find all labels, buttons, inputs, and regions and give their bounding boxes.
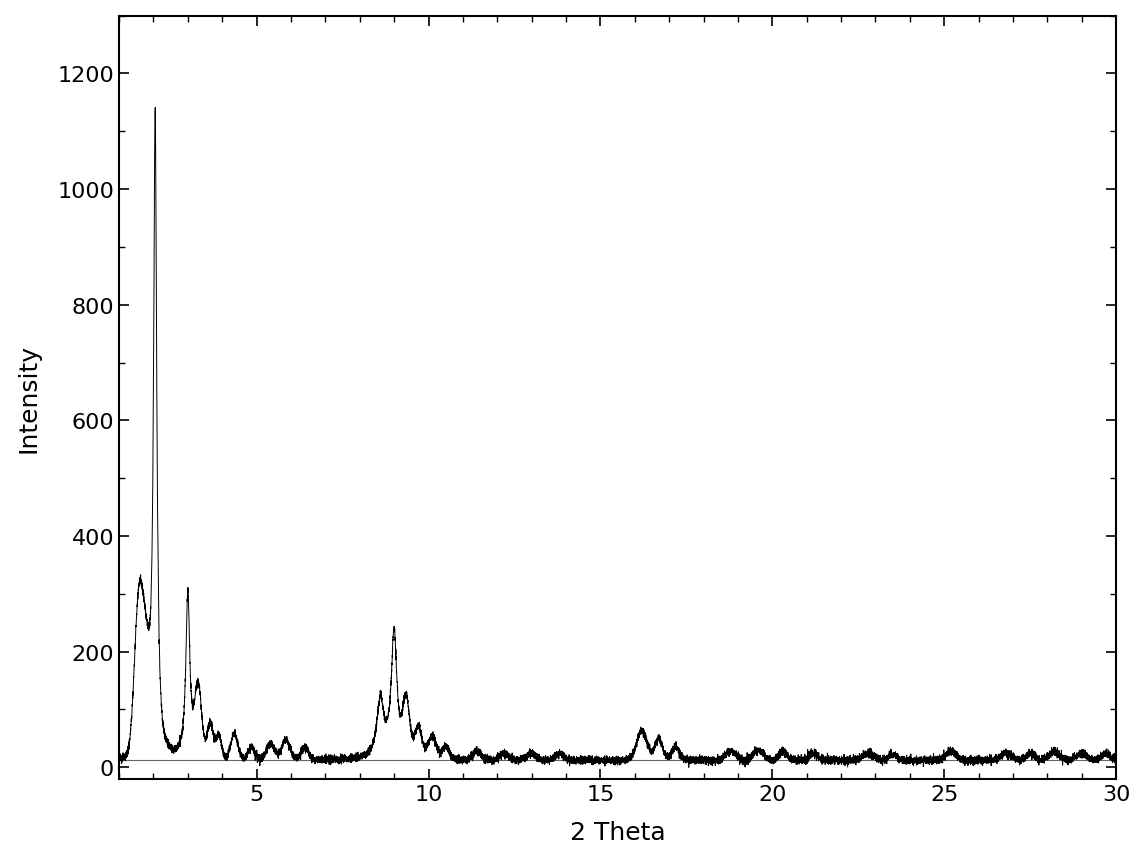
X-axis label: 2 Theta: 2 Theta [570,821,665,845]
Y-axis label: Intensity: Intensity [17,344,40,452]
